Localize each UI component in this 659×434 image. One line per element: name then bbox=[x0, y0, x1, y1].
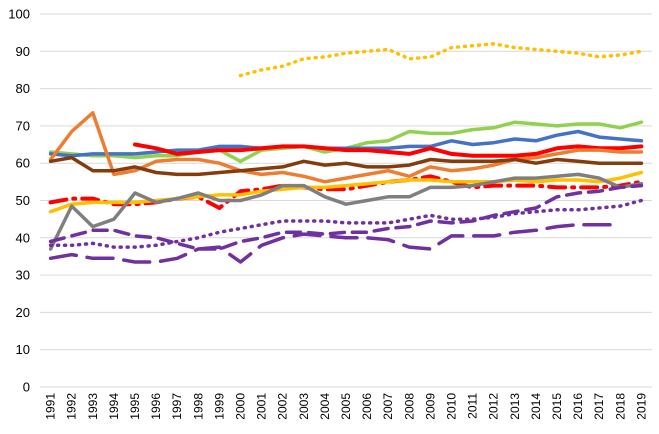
x-tick-label: 1999 bbox=[212, 393, 226, 420]
series-line-5 bbox=[48, 111, 644, 184]
x-tick-label: 2003 bbox=[297, 393, 311, 420]
x-tick-label: 2000 bbox=[233, 393, 247, 420]
series-line-4 bbox=[133, 142, 644, 158]
x-tick-label: 2004 bbox=[318, 393, 332, 420]
x-tick-label: 2019 bbox=[634, 393, 648, 420]
x-axis-ticks: 1991 1992 1993 1994 1995 1996 1997 1998 1999 2000… bbox=[44, 393, 649, 420]
x-tick-label: 2008 bbox=[402, 393, 416, 420]
x-tick-label: 2010 bbox=[445, 393, 459, 420]
series-line-1 bbox=[238, 42, 644, 78]
series-line-7 bbox=[48, 174, 644, 210]
x-tick-label: 1994 bbox=[107, 393, 121, 420]
y-tick-label: 100 bbox=[8, 7, 30, 22]
x-tick-label: 2018 bbox=[613, 393, 627, 420]
y-tick-label: 0 bbox=[23, 380, 30, 395]
y-tick-label: 60 bbox=[16, 156, 30, 171]
x-tick-label: 1998 bbox=[191, 393, 205, 420]
x-tick-label: 2002 bbox=[276, 393, 290, 420]
series-line-6 bbox=[48, 155, 644, 177]
x-tick-label: 1991 bbox=[44, 393, 58, 420]
y-tick-label: 50 bbox=[16, 193, 30, 208]
x-tick-label: 2009 bbox=[423, 393, 437, 420]
series-line-11 bbox=[48, 183, 644, 251]
series-lines bbox=[48, 42, 644, 264]
x-tick-label: 1995 bbox=[128, 393, 142, 420]
y-tick-label: 10 bbox=[16, 342, 30, 357]
x-tick-label: 2012 bbox=[487, 393, 501, 420]
y-tick-label: 80 bbox=[16, 81, 30, 96]
y-tick-label: 70 bbox=[16, 118, 30, 133]
gridlines bbox=[40, 13, 652, 388]
x-tick-label: 2006 bbox=[360, 393, 374, 420]
y-axis-ticks: 0 10 20 30 40 50 60 70 80 90 100 bbox=[8, 7, 30, 395]
x-tick-label: 2013 bbox=[508, 393, 522, 420]
series-line-10 bbox=[48, 198, 644, 249]
x-tick-label: 2005 bbox=[339, 393, 353, 420]
x-tick-label: 2017 bbox=[592, 393, 606, 420]
series-line-12 bbox=[48, 222, 623, 264]
x-tick-label: 2015 bbox=[550, 393, 564, 420]
x-tick-label: 2014 bbox=[529, 393, 543, 420]
x-tick-label: 2011 bbox=[466, 393, 480, 419]
x-tick-label: 1992 bbox=[65, 393, 79, 420]
x-tick-label: 1996 bbox=[149, 393, 163, 420]
x-tick-label: 1993 bbox=[86, 393, 100, 420]
x-tick-label: 2001 bbox=[255, 393, 269, 420]
y-tick-label: 30 bbox=[16, 268, 30, 283]
series-line-9 bbox=[48, 172, 644, 251]
x-tick-label: 2007 bbox=[381, 393, 395, 420]
y-tick-label: 40 bbox=[16, 230, 30, 245]
y-tick-label: 90 bbox=[16, 44, 30, 59]
x-tick-label: 2016 bbox=[571, 393, 585, 420]
y-tick-label: 20 bbox=[16, 305, 30, 320]
x-tick-label: 1997 bbox=[170, 393, 184, 420]
